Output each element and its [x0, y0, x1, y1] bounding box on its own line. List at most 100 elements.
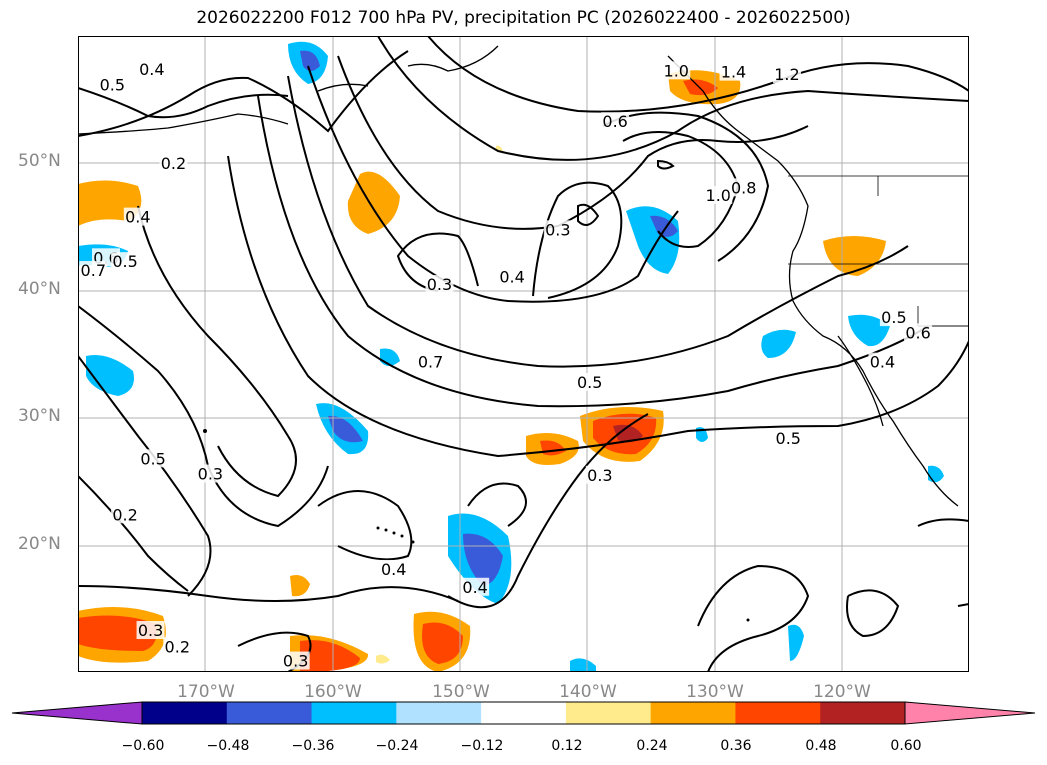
contour-labels: 1.0 1.4 1.20.60.50.40.20.40.60.7 0.50.30.40… [79, 60, 933, 671]
colorbar-tick-label: 0.24 [636, 738, 668, 754]
contour-label: 0.5 [881, 308, 906, 327]
pv-contour-line [78, 50, 409, 137]
pv-contour-line [577, 203, 600, 226]
colorbar-box [481, 702, 567, 724]
contour-label: 0.4 [499, 267, 524, 286]
contour-label-bg [98, 75, 127, 94]
contour-label-bg [137, 60, 166, 79]
coastlines [78, 45, 959, 507]
colorbar-tick-label: 0.60 [890, 738, 922, 754]
pv-contour-line [846, 589, 900, 638]
colorbar-tick-label: −0.36 [291, 738, 335, 754]
lon-tick-160w: 160°W [304, 682, 362, 702]
contour-label-bg [585, 465, 614, 484]
contour-label-bg [111, 505, 140, 524]
colorbar-tick-label: −0.60 [121, 738, 165, 754]
contour-label: 0.5 [112, 252, 137, 271]
precip-shade-neg [570, 658, 596, 672]
contour-label-bg [136, 621, 165, 640]
colorbar-outline [141, 701, 906, 725]
colorbar-tick-label: 0.36 [720, 738, 752, 754]
contour-label-bg [281, 651, 310, 670]
contour-label: 0.5 [140, 449, 165, 468]
contour-label: 0.4 [139, 60, 164, 79]
contour-label: 0.4 [870, 353, 895, 372]
contour-label-bg [719, 62, 748, 81]
map-panel: 1.0 1.4 1.20.60.50.40.20.40.60.7 0.50.30.40… [78, 36, 969, 672]
pv-contour-line [657, 159, 675, 170]
precip-shade-pos [376, 654, 390, 664]
pv-contour-line [78, 87, 289, 119]
lon-tick-130w: 130°W [686, 682, 744, 702]
contour-label: 0.7 [418, 353, 443, 372]
contour-label: 0.4 [462, 578, 487, 597]
contour-label-bg [774, 428, 803, 447]
colorbar-tick-label: −0.24 [375, 738, 419, 754]
map-title: 2026022200 F012 700 hPa PV, precipitatio… [196, 8, 851, 28]
contour-label-bg [575, 372, 604, 391]
contour-label: 0.2 [165, 638, 190, 657]
map-frame [78, 36, 969, 672]
contour-label-bg [79, 261, 108, 280]
colorbar-boxes [12, 702, 1035, 724]
pv-contour-line [602, 111, 770, 262]
colorbar-tick-label: −0.12 [460, 738, 504, 754]
lon-tick-170w: 170°W [177, 682, 235, 702]
island-marks [203, 429, 750, 622]
pv-contour-line [396, 232, 479, 292]
precip-shade-neg [86, 355, 134, 396]
contour-label-bg [123, 207, 152, 226]
pv-contour-line [697, 564, 810, 672]
precip-shade-neg [650, 215, 678, 237]
colorbar-box [396, 702, 482, 724]
contour-label-bg [379, 559, 408, 578]
pv-contour-line [447, 413, 649, 609]
contour-label: 0.5 [776, 429, 801, 448]
precip-shade-neg [848, 314, 890, 347]
pv-contour-line [957, 603, 969, 607]
contour-label: 1.0 [664, 61, 689, 80]
contour-label: 1.2 [774, 65, 799, 84]
colorbar-box [735, 702, 821, 724]
colorbar-box [142, 702, 228, 724]
colorbar-tick-label: −0.48 [206, 738, 250, 754]
contour-label: 0.2 [112, 505, 137, 524]
pv-contour-line [78, 355, 212, 597]
contour-label: 0.8 [731, 178, 756, 197]
contour-label: 0.5 [577, 373, 602, 392]
contour-label: 0.3 [283, 652, 308, 671]
colorbar-extend-max [905, 702, 1035, 724]
precip-shade-pos [422, 622, 463, 664]
contour-label-bg [868, 352, 897, 371]
pv-contour-line [467, 482, 527, 527]
pv-contour-line [917, 518, 969, 527]
contour-label-bg [704, 186, 733, 204]
contour-label: 0.3 [427, 275, 452, 294]
contour-label: 0.7 [81, 261, 106, 280]
lon-tick-120w: 120°W [813, 682, 871, 702]
contour-label: 1.0 [706, 186, 731, 205]
lat-tick-50n: 50°N [18, 151, 61, 171]
colorbar-tick-label: 0.48 [805, 738, 837, 754]
contour-label: 0.4 [381, 560, 406, 579]
pv-contour-line [427, 36, 969, 113]
contour-label: 0.3 [198, 465, 223, 484]
lat-tick-30n: 30°N [18, 406, 61, 426]
colorbar-box [820, 702, 906, 724]
contour-label-bg [461, 577, 490, 596]
precip-shade-pos [290, 575, 310, 597]
colorbar-box [650, 702, 736, 724]
contour-label-bg [904, 323, 933, 342]
pv-contour-line [78, 585, 459, 602]
contour-label: 0.3 [545, 220, 570, 239]
contour-label-bg [196, 464, 225, 483]
pv-contour-line [137, 205, 297, 498]
lon-tick-140w: 140°W [559, 682, 617, 702]
pv-contour-line [78, 475, 189, 592]
colorbar-box [311, 702, 397, 724]
precip-shade-pos [683, 79, 718, 96]
colorbar-extend-min [12, 702, 142, 724]
lat-tick-40n: 40°N [18, 279, 61, 299]
precip-shade-neg [463, 533, 503, 586]
pv-contour-line [287, 75, 909, 368]
